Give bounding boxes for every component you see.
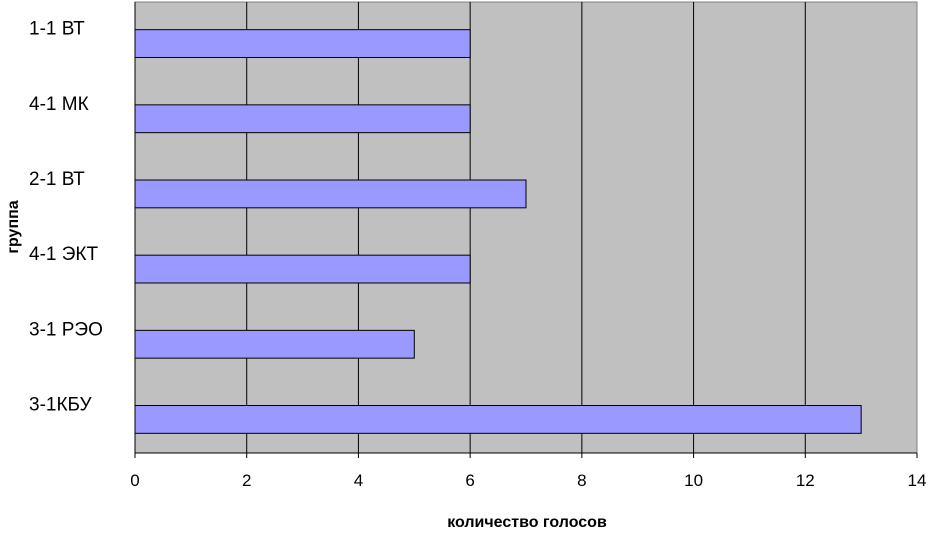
gridlines [246, 2, 806, 453]
y-category-label: 4-1 МК [29, 94, 89, 115]
bar [134, 179, 527, 209]
x-tick-label: 12 [796, 471, 815, 490]
y-category-label: 3-1КБУ [29, 394, 93, 415]
x-tick-label: 14 [908, 471, 927, 490]
y-category-label: 1-1 ВТ [29, 19, 85, 40]
bars [134, 29, 862, 434]
plot-area [134, 1, 918, 454]
x-tick-label: 4 [354, 471, 363, 490]
y-category-label: 4-1 ЭКТ [29, 244, 98, 265]
bar [134, 329, 415, 359]
y-category-label: 3-1 РЭО [29, 319, 103, 340]
y-axis-title: группа [5, 200, 22, 253]
bar [134, 104, 471, 134]
x-tick-label: 2 [242, 471, 251, 490]
x-axis-ticks: 0 2 4 6 8 10 12 14 [130, 2, 926, 490]
x-tick-label: 0 [130, 471, 139, 490]
y-category-label: 2-1 ВТ [29, 169, 85, 190]
x-tick-label: 10 [684, 471, 703, 490]
bar [134, 254, 471, 284]
bar [134, 405, 862, 434]
y-axis-labels: 1-1 ВТ 4-1 МК 2-1 ВТ 4-1 ЭКТ 3-1 РЭО 3-1КБУ [29, 19, 103, 416]
bar [134, 29, 471, 58]
x-axis-title: количество голосов [447, 514, 607, 531]
x-tick-label: 6 [465, 471, 474, 490]
x-tick-label: 8 [577, 471, 586, 490]
